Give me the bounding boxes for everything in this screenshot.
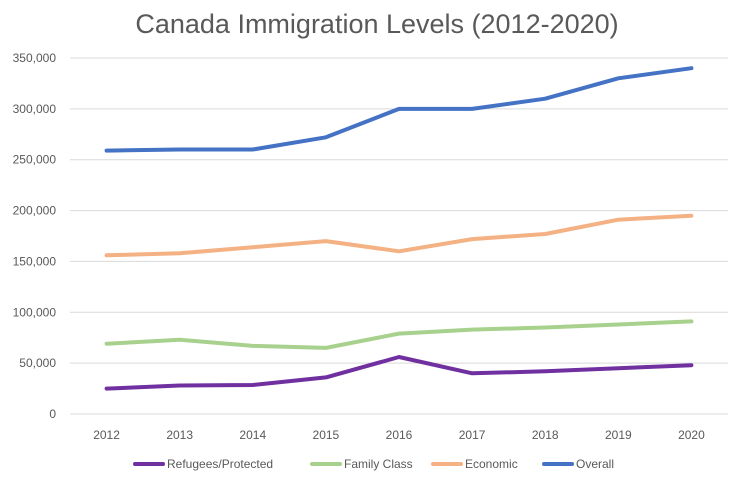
series-lines <box>104 66 694 391</box>
x-tick-label: 2013 <box>166 428 193 442</box>
legend: Refugees/Protected Family Class Economic Ov… <box>133 457 614 471</box>
x-tick-label: 2017 <box>459 428 486 442</box>
y-tick-label: 0 <box>49 407 56 421</box>
y-axis-labels: 0 50,000 100,000 150,000 200,000 250,000 300,0… <box>13 51 57 421</box>
y-tick-label: 150,000 <box>13 254 57 268</box>
y-tick-label: 250,000 <box>13 153 57 167</box>
y-tick-label: 300,000 <box>13 102 57 116</box>
y-tick-label: 100,000 <box>13 305 57 319</box>
series-line-economic <box>104 213 694 258</box>
y-tick-label: 350,000 <box>13 51 57 65</box>
x-tick-label: 2016 <box>386 428 413 442</box>
legend-label-family-class: Family Class <box>344 457 413 471</box>
y-tick-label: 50,000 <box>19 356 56 370</box>
gridlines <box>70 57 728 415</box>
x-axis-labels: 2012 2013 2014 2015 2016 2017 2018 2019 2020 <box>93 428 705 442</box>
x-tick-label: 2019 <box>605 428 632 442</box>
legend-label-economic: Economic <box>465 457 518 471</box>
x-tick-label: 2014 <box>239 428 266 442</box>
x-tick-label: 2012 <box>93 428 120 442</box>
x-tick-label: 2018 <box>532 428 559 442</box>
legend-label-overall: Overall <box>576 457 614 471</box>
x-tick-label: 2020 <box>678 428 705 442</box>
series-line-refugees-protected <box>104 355 694 391</box>
y-tick-label: 200,000 <box>13 204 57 218</box>
chart-title: Canada Immigration Levels (2012-2020) <box>135 9 618 39</box>
legend-label-refugees-protected: Refugees/Protected <box>167 457 273 471</box>
series-line-overall <box>104 66 694 153</box>
series-line-family-class <box>104 319 694 350</box>
x-tick-label: 2015 <box>313 428 340 442</box>
